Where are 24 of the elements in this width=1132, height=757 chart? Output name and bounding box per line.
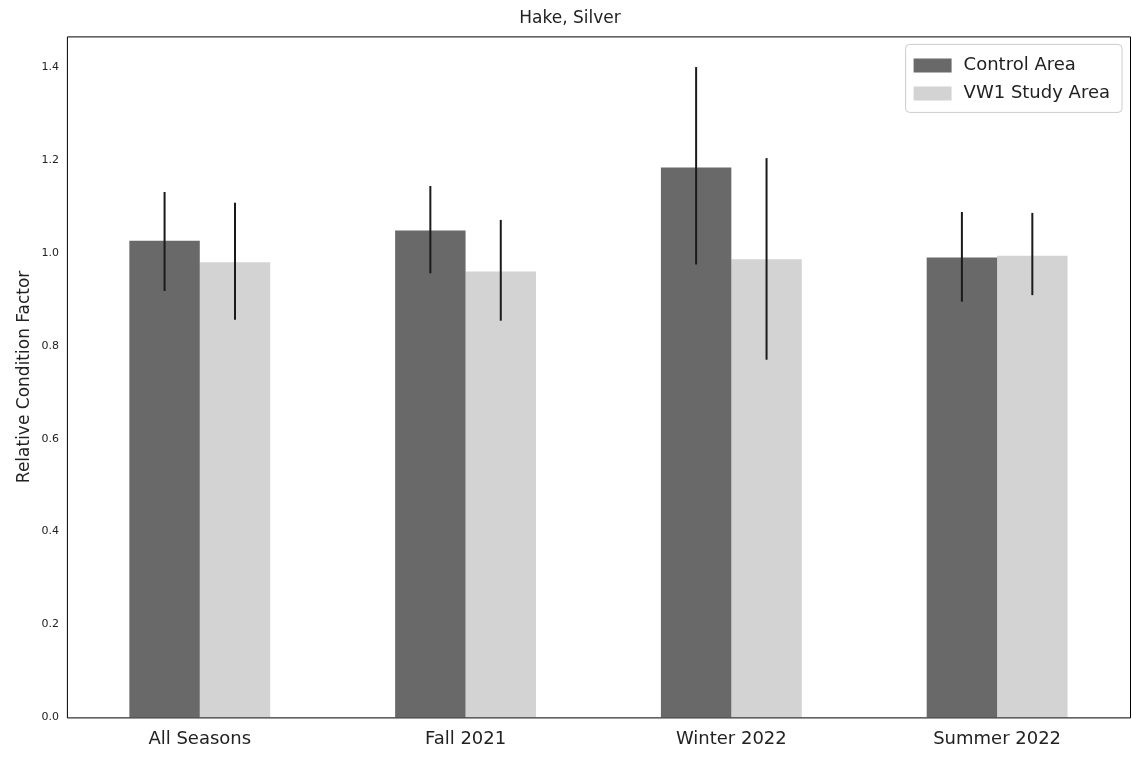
y-axis-title: Relative Condition Factor: [12, 270, 33, 484]
bar: [660, 167, 732, 718]
legend-label: VW1 Study Area: [963, 81, 1111, 103]
y-tick-label: 0.8: [41, 338, 59, 352]
y-tick-label: 1.4: [41, 59, 59, 73]
y-tick-label: 1.0: [41, 245, 59, 259]
bar: [465, 271, 536, 718]
y-tick-label: 0.2: [41, 617, 59, 631]
x-tick-label: Fall 2021: [424, 726, 507, 748]
y-tick-label: 0.0: [41, 710, 59, 724]
y-tick-label: 1.2: [41, 152, 59, 166]
bar: [926, 257, 998, 718]
bar: [395, 230, 466, 718]
bar: [731, 259, 802, 718]
x-tick-label: Winter 2022: [675, 726, 787, 748]
bar: [129, 240, 200, 718]
bar: [997, 255, 1068, 718]
legend-label: Control Area: [963, 53, 1076, 75]
y-tick-label: 0.6: [41, 431, 59, 445]
x-tick-label: Summer 2022: [933, 726, 1062, 748]
x-tick-label: All Seasons: [148, 726, 252, 748]
chart-title: Hake, Silver: [519, 6, 621, 27]
bar: [199, 262, 271, 718]
y-tick-label: 0.4: [41, 524, 59, 538]
